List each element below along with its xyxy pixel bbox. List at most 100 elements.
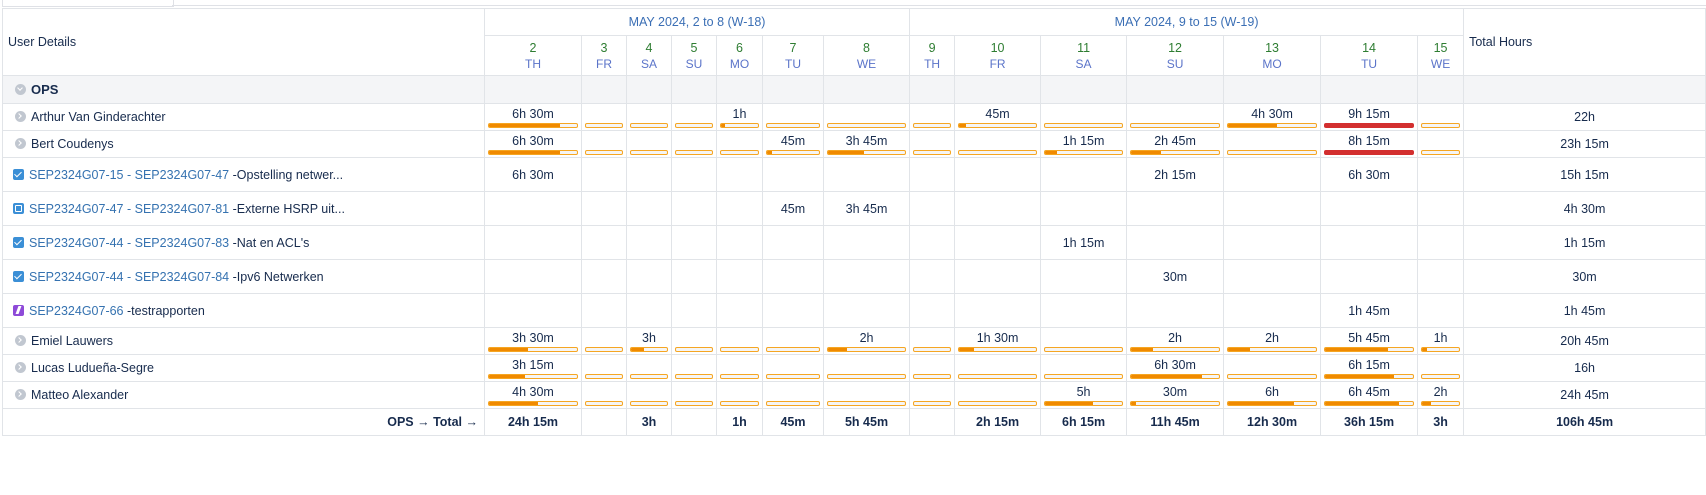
collapse-icon[interactable]	[15, 84, 26, 95]
hours-cell[interactable]: 45m	[954, 103, 1042, 131]
expand-icon[interactable]	[15, 138, 26, 149]
issue-row[interactable]: SEP2324G07-47 - SEP2324G07-81 -Externe H…	[2, 191, 1706, 226]
hours-cell[interactable]	[581, 354, 627, 382]
expand-icon[interactable]	[15, 111, 26, 122]
hours-cell[interactable]	[671, 354, 717, 382]
user-row[interactable]: Lucas Ludueña-Segre 3h 15m 6h 30m 6h 15m 16h	[2, 354, 1706, 382]
hours-cell[interactable]	[716, 327, 763, 355]
issue-link[interactable]: SEP2324G07-47 - SEP2324G07-81	[29, 201, 230, 216]
hours-cell[interactable]: 1h 30m	[954, 327, 1042, 355]
hours-cell[interactable]	[626, 354, 672, 382]
user-name-cell[interactable]: Lucas Ludueña-Segre	[2, 354, 485, 382]
issue-row[interactable]: SEP2324G07-44 - SEP2324G07-83 -Nat en AC…	[2, 225, 1706, 260]
issue-link[interactable]: SEP2324G07-66	[29, 303, 124, 318]
user-name-cell[interactable]: Emiel Lauwers	[2, 327, 485, 355]
expand-icon[interactable]	[15, 362, 26, 373]
hours-cell[interactable]	[1417, 130, 1465, 158]
user-row[interactable]: Bert Coudenys 6h 30m 45m 3h 45m 1h 15m 2h 45m…	[2, 130, 1706, 158]
hours-cell[interactable]	[909, 103, 956, 131]
user-row[interactable]: Emiel Lauwers 3h 30m 3h 2h 1h 30m 2h 2h 5h 45m 1…	[2, 327, 1706, 355]
hours-cell[interactable]	[762, 381, 824, 409]
user-row[interactable]: Matteo Alexander 4h 30m 5h 30m 6h 6h 45m 2h 24h…	[2, 381, 1706, 409]
hours-cell[interactable]	[822, 103, 911, 131]
hours-cell[interactable]	[1223, 130, 1322, 158]
issue-row[interactable]: SEP2324G07-15 - SEP2324G07-47 -Opstellin…	[2, 157, 1706, 192]
hours-cell[interactable]	[581, 327, 627, 355]
user-name-cell[interactable]: Arthur Van Ginderachter	[2, 103, 485, 131]
hours-cell[interactable]: 9h 15m	[1320, 103, 1419, 131]
group-row[interactable]: OPS	[2, 75, 1706, 104]
hours-cell[interactable]: 1h 15m	[1040, 130, 1128, 158]
hours-cell[interactable]: 8h 15m	[1320, 130, 1419, 158]
hours-cell[interactable]	[909, 354, 956, 382]
issue-link[interactable]: SEP2324G07-15 - SEP2324G07-47	[29, 167, 230, 182]
hours-cell[interactable]: 5h 45m	[1320, 327, 1419, 355]
hours-cell[interactable]	[1417, 103, 1465, 131]
top-tab[interactable]	[2, 0, 174, 7]
hours-cell[interactable]	[954, 354, 1042, 382]
hours-cell[interactable]: 4h 30m	[484, 381, 582, 409]
hours-cell[interactable]	[626, 381, 672, 409]
hours-cell[interactable]	[822, 354, 911, 382]
hours-cell[interactable]: 2h 45m	[1126, 130, 1225, 158]
hours-cell[interactable]: 2h	[1417, 381, 1465, 409]
hours-cell[interactable]: 6h 30m	[1126, 354, 1225, 382]
hours-cell[interactable]: 3h 15m	[484, 354, 582, 382]
hours-cell[interactable]: 3h	[626, 327, 672, 355]
hours-cell[interactable]	[954, 130, 1042, 158]
capacity-bar	[1130, 401, 1221, 406]
user-row[interactable]: Arthur Van Ginderachter 6h 30m 1h 45m 4h 30m…	[2, 103, 1706, 131]
issue-row[interactable]: SEP2324G07-44 - SEP2324G07-84 -Ipv6 Netw…	[2, 259, 1706, 294]
hours-cell[interactable]: 3h 45m	[822, 130, 911, 158]
hours-cell[interactable]	[1040, 327, 1128, 355]
hours-cell[interactable]	[671, 130, 717, 158]
hours-cell[interactable]	[762, 103, 824, 131]
hours-cell[interactable]	[716, 354, 763, 382]
expand-icon[interactable]	[15, 389, 26, 400]
hours-cell[interactable]	[909, 327, 956, 355]
hours-cell[interactable]	[581, 381, 627, 409]
issue-link[interactable]: SEP2324G07-44 - SEP2324G07-84	[29, 269, 230, 284]
hours-cell[interactable]	[1223, 354, 1322, 382]
hours-cell[interactable]: 3h 30m	[484, 327, 582, 355]
hours-cell[interactable]: 1h	[716, 103, 763, 131]
hours-cell[interactable]	[762, 354, 824, 382]
hours-cell[interactable]: 5h	[1040, 381, 1128, 409]
hours-cell[interactable]: 2h	[1223, 327, 1322, 355]
hours-cell[interactable]	[1126, 103, 1225, 131]
hours-cell[interactable]: 2h	[1126, 327, 1225, 355]
hours-cell[interactable]	[671, 327, 717, 355]
hours-cell[interactable]	[762, 327, 824, 355]
hours-cell[interactable]: 6h 15m	[1320, 354, 1419, 382]
expand-icon[interactable]	[15, 335, 26, 346]
hours-cell[interactable]	[909, 130, 956, 158]
hours-cell[interactable]	[1040, 354, 1128, 382]
user-name-cell[interactable]: Bert Coudenys	[2, 130, 485, 158]
hours-cell[interactable]	[581, 103, 627, 131]
hours-cell[interactable]	[716, 381, 763, 409]
hours-cell[interactable]	[671, 381, 717, 409]
hours-cell[interactable]: 6h	[1223, 381, 1322, 409]
hours-cell[interactable]	[626, 130, 672, 158]
hours-cell[interactable]: 2h	[822, 327, 911, 355]
hours-cell[interactable]	[671, 103, 717, 131]
hours-cell[interactable]	[822, 381, 911, 409]
issue-link[interactable]: SEP2324G07-44 - SEP2324G07-83	[29, 235, 230, 250]
hours-cell[interactable]	[954, 381, 1042, 409]
issue-row[interactable]: SEP2324G07-66 -testrapporten 1h 45m 1h 45m	[2, 293, 1706, 328]
hours-cell[interactable]: 6h 45m	[1320, 381, 1419, 409]
hours-cell[interactable]: 45m	[762, 130, 824, 158]
hours-cell[interactable]	[626, 103, 672, 131]
hours-cell[interactable]	[1040, 103, 1128, 131]
hours-cell[interactable]	[581, 130, 627, 158]
hours-cell[interactable]: 6h 30m	[484, 103, 582, 131]
hours-cell[interactable]: 6h 30m	[484, 130, 582, 158]
hours-cell[interactable]: 30m	[1126, 381, 1225, 409]
hours-cell[interactable]	[716, 130, 763, 158]
hours-cell[interactable]: 4h 30m	[1223, 103, 1322, 131]
hours-cell[interactable]	[1417, 354, 1465, 382]
user-name-cell[interactable]: Matteo Alexander	[2, 381, 485, 409]
group-name-cell[interactable]: OPS	[2, 75, 485, 104]
hours-cell[interactable]	[909, 381, 956, 409]
hours-cell[interactable]: 1h	[1417, 327, 1465, 355]
